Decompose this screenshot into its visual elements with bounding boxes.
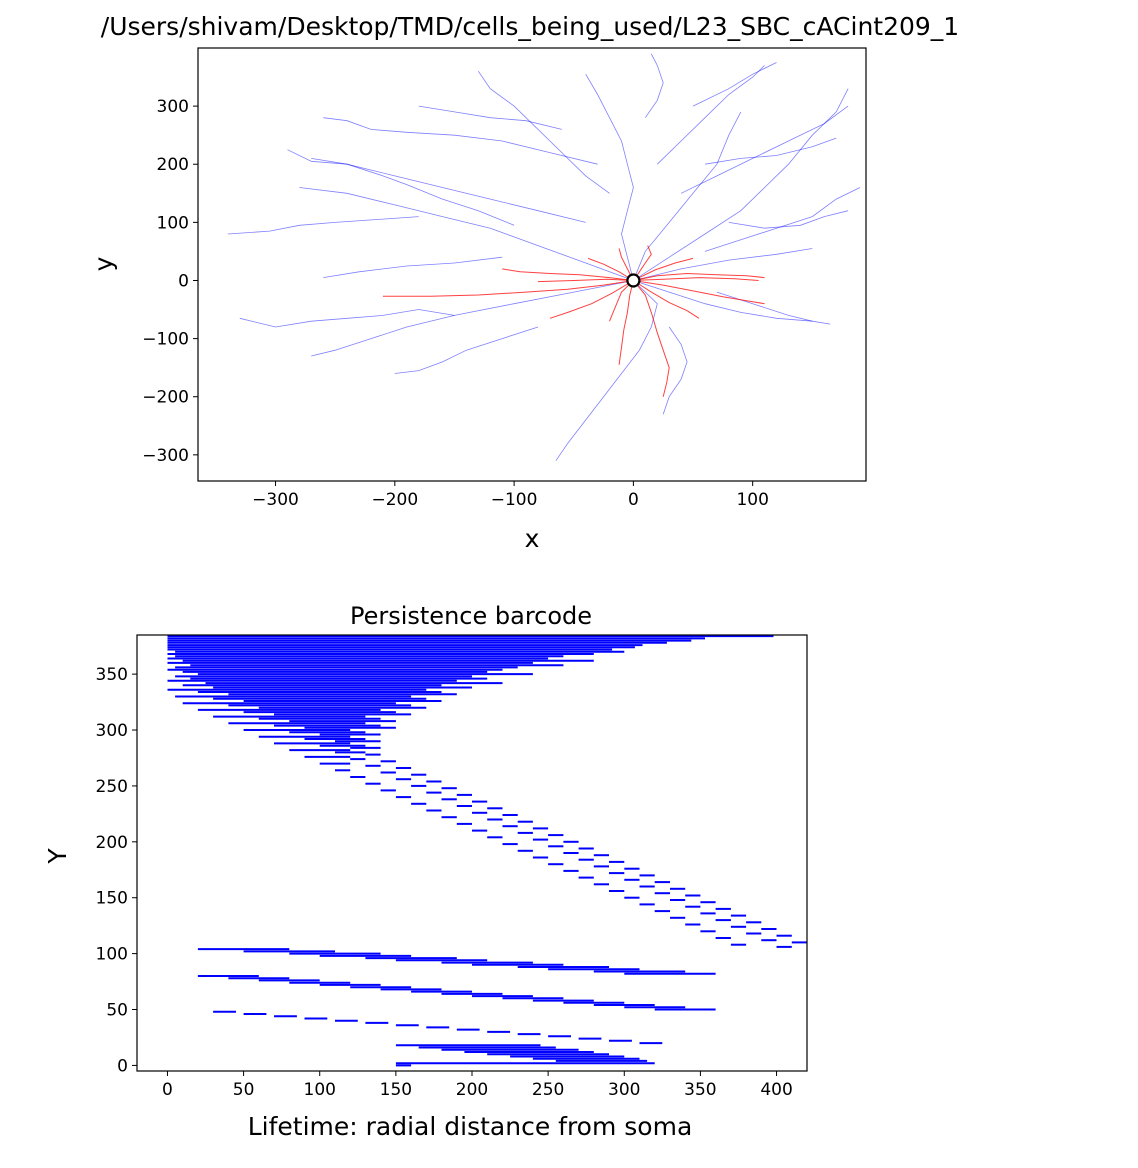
dendrite-trace (549, 280, 634, 319)
x-tick-label: −200 (371, 490, 418, 510)
y-tick-label: 300 (96, 721, 128, 741)
y-tick-label: 0 (117, 1056, 128, 1076)
x-tick-label: 50 (233, 1080, 255, 1100)
axon-trace (644, 53, 664, 118)
axon-trace (311, 158, 515, 226)
y-tick-label: 100 (157, 213, 189, 233)
axon-trace (287, 149, 586, 223)
axon-trace (585, 73, 634, 281)
dendrite-trace (618, 280, 634, 365)
y-tick-label: 150 (96, 889, 128, 909)
axon-trace (418, 105, 562, 130)
axon-trace (704, 137, 837, 165)
x-tick-label: 350 (684, 1080, 716, 1100)
barcode-frame (136, 634, 808, 1072)
barcode-title: Persistence barcode (350, 602, 592, 630)
axon-series (227, 53, 861, 461)
x-tick-label: 150 (380, 1080, 412, 1100)
neuron-y-axis-label: y (89, 256, 118, 271)
axon-trace (728, 210, 849, 229)
dendrite-trace (633, 280, 765, 305)
x-tick-label: −300 (252, 490, 299, 510)
axon-trace (662, 326, 688, 415)
axon-trace (633, 280, 813, 322)
barcode-x-axis-label: Lifetime: radial distance from soma (248, 1112, 693, 1141)
neuron-x-ticks: −300 −200 −100 0 100 (252, 481, 769, 510)
dendrite-trace (633, 272, 765, 281)
y-tick-label: 250 (96, 777, 128, 797)
dendrite-trace (633, 280, 700, 319)
barcode-y-ticks: 350 300 250 200 150 100 50 0 (96, 665, 137, 1076)
y-tick-label: −200 (142, 388, 189, 408)
dendrite-trace (609, 280, 634, 322)
axon-trace (633, 88, 849, 281)
neuron-y-ticks: 300 200 100 0 −100 −200 −300 (142, 97, 198, 466)
dendrite-trace (537, 278, 634, 283)
soma-marker (626, 273, 641, 288)
barcode-x-ticks: 0 50 100 150 200 250 300 350 400 (162, 1071, 793, 1100)
axon-trace (323, 256, 503, 278)
dendrite-series (382, 245, 765, 397)
y-tick-label: 200 (157, 155, 189, 175)
y-tick-label: 200 (96, 833, 128, 853)
neuron-plot-frame (197, 47, 867, 482)
y-tick-label: −100 (142, 330, 189, 350)
barcode-y-axis-label: Y (43, 848, 72, 865)
x-tick-label: 0 (628, 490, 639, 510)
x-tick-label: 200 (456, 1080, 488, 1100)
axon-trace (633, 248, 813, 281)
y-tick-label: 0 (178, 271, 189, 291)
barcode-bars (167, 635, 807, 1067)
neuron-traces (227, 53, 861, 461)
axon-trace (633, 111, 742, 281)
x-tick-label: −100 (491, 490, 538, 510)
axon-trace (555, 280, 658, 461)
axon-trace (394, 326, 539, 374)
y-tick-label: 300 (157, 97, 189, 117)
x-tick-label: 100 (736, 490, 768, 510)
dendrite-trace (382, 280, 634, 297)
dendrite-trace (633, 277, 759, 281)
y-tick-label: −300 (142, 446, 189, 466)
x-tick-label: 0 (162, 1080, 173, 1100)
neuron-plot-title: /Users/shivam/Desktop/TMD/cells_being_us… (101, 12, 959, 41)
soma-point (626, 273, 641, 288)
y-tick-label: 50 (106, 1001, 128, 1021)
axon-trace (323, 117, 598, 165)
x-tick-label: 250 (532, 1080, 564, 1100)
axon-trace (692, 62, 777, 107)
dendrite-trace (502, 268, 634, 281)
axon-trace (716, 291, 831, 325)
axon-trace (477, 70, 610, 194)
dendrite-trace (633, 280, 670, 397)
x-tick-label: 100 (304, 1080, 336, 1100)
axon-trace (311, 280, 634, 357)
axon-trace (299, 187, 634, 281)
dendrite-trace (587, 257, 634, 281)
axon-trace (680, 105, 849, 194)
axon-trace (657, 65, 765, 165)
dendrite-trace (633, 257, 694, 281)
axon-trace (239, 309, 455, 328)
x-tick-label: 400 (760, 1080, 792, 1100)
axon-trace (227, 216, 419, 235)
y-tick-label: 350 (96, 665, 128, 685)
axon-trace (704, 187, 861, 252)
y-tick-label: 100 (96, 945, 128, 965)
neuron-x-axis-label: x (525, 524, 540, 553)
x-tick-label: 300 (608, 1080, 640, 1100)
